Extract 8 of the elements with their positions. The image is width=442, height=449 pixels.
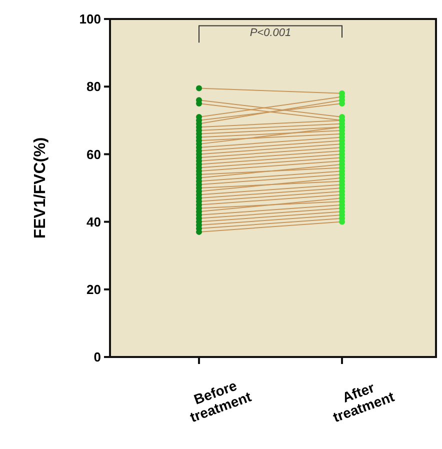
y-tick-label: 0	[94, 350, 101, 365]
y-axis-title: FEV1/FVC(%)	[32, 137, 49, 239]
y-tick-label: 60	[86, 146, 101, 162]
y-tick-label: 80	[86, 79, 101, 94]
y-tick-label: 100	[79, 12, 101, 27]
y-tick-label: 20	[86, 282, 101, 297]
y-tick-label: 40	[86, 214, 101, 230]
annotation: P<0.001	[250, 26, 292, 39]
